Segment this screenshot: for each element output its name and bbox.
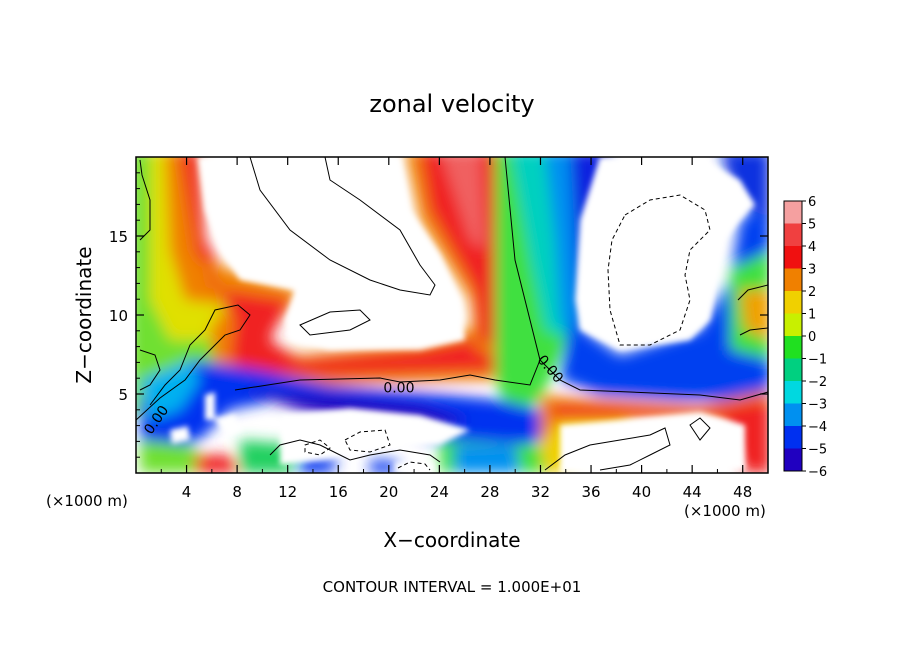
colorbar-swatch: [784, 201, 802, 224]
x-tick-label: 20: [379, 483, 398, 501]
colorbar-label: 5: [808, 218, 816, 233]
colorbar-label: 2: [808, 285, 816, 300]
colorbar-swatch: [784, 448, 802, 472]
colorbar-label: −1: [808, 353, 827, 368]
colorbar-swatch: [784, 426, 802, 449]
y-tick-label: 15: [109, 228, 128, 246]
colorbar-label: 6: [808, 195, 816, 210]
y-tick-label: 10: [109, 307, 128, 325]
x-tick-label: 4: [182, 483, 192, 501]
x-tick-label: 48: [733, 483, 752, 501]
y-axis-label: Z−coordinate: [72, 246, 96, 383]
y-axis: 5 10 15: [109, 172, 768, 458]
x-tick-label: 24: [430, 483, 449, 501]
colorbar-swatch: [784, 246, 802, 269]
contour-interval-footer: CONTOUR INTERVAL = 1.000E+01: [323, 578, 582, 596]
x-unit-right: (×1000 m): [684, 502, 766, 520]
x-tick-label: 32: [531, 483, 550, 501]
colorbar: 6 5 4 3 2 1 0 −1 −2 −3 −4 −5 −6: [783, 195, 827, 480]
colorbar-swatch: [784, 313, 802, 337]
colorbar-swatch: [784, 358, 802, 382]
velocity-field: 0.00 0.00 0.00: [136, 157, 768, 473]
x-tick-label: 36: [581, 483, 600, 501]
x-tick-label: 40: [632, 483, 651, 501]
colorbar-label: 0: [808, 330, 816, 345]
colorbar-label: −5: [808, 443, 827, 458]
x-axis-label: X−coordinate: [383, 528, 520, 552]
colorbar-swatch: [784, 291, 802, 314]
x-tick-label: 12: [278, 483, 297, 501]
x-tick-label: 44: [683, 483, 702, 501]
chart-title: zonal velocity: [369, 90, 534, 118]
contour-label: 0.00: [383, 381, 414, 397]
colorbar-label: −6: [808, 465, 827, 480]
colorbar-swatch: [784, 223, 802, 247]
colorbar-label: −3: [808, 398, 827, 413]
colorbar-label: −2: [808, 375, 827, 390]
x-axis: 4 8 12 16 20 24 28 32 36 40 44 48: [160, 157, 752, 501]
x-tick-label: 16: [329, 483, 348, 501]
colorbar-label: 4: [808, 240, 816, 255]
colorbar-swatch: [784, 403, 802, 427]
colorbar-label: 3: [808, 263, 816, 278]
x-unit-left: (×1000 m): [46, 492, 128, 510]
x-tick-label: 28: [480, 483, 499, 501]
colorbar-label: −4: [808, 420, 827, 435]
x-tick-label: 8: [232, 483, 242, 501]
y-tick-label: 5: [118, 386, 128, 404]
colorbar-swatch: [784, 336, 802, 359]
colorbar-label: 1: [808, 308, 816, 323]
colorbar-swatch: [784, 268, 802, 292]
colorbar-swatch: [784, 381, 802, 404]
